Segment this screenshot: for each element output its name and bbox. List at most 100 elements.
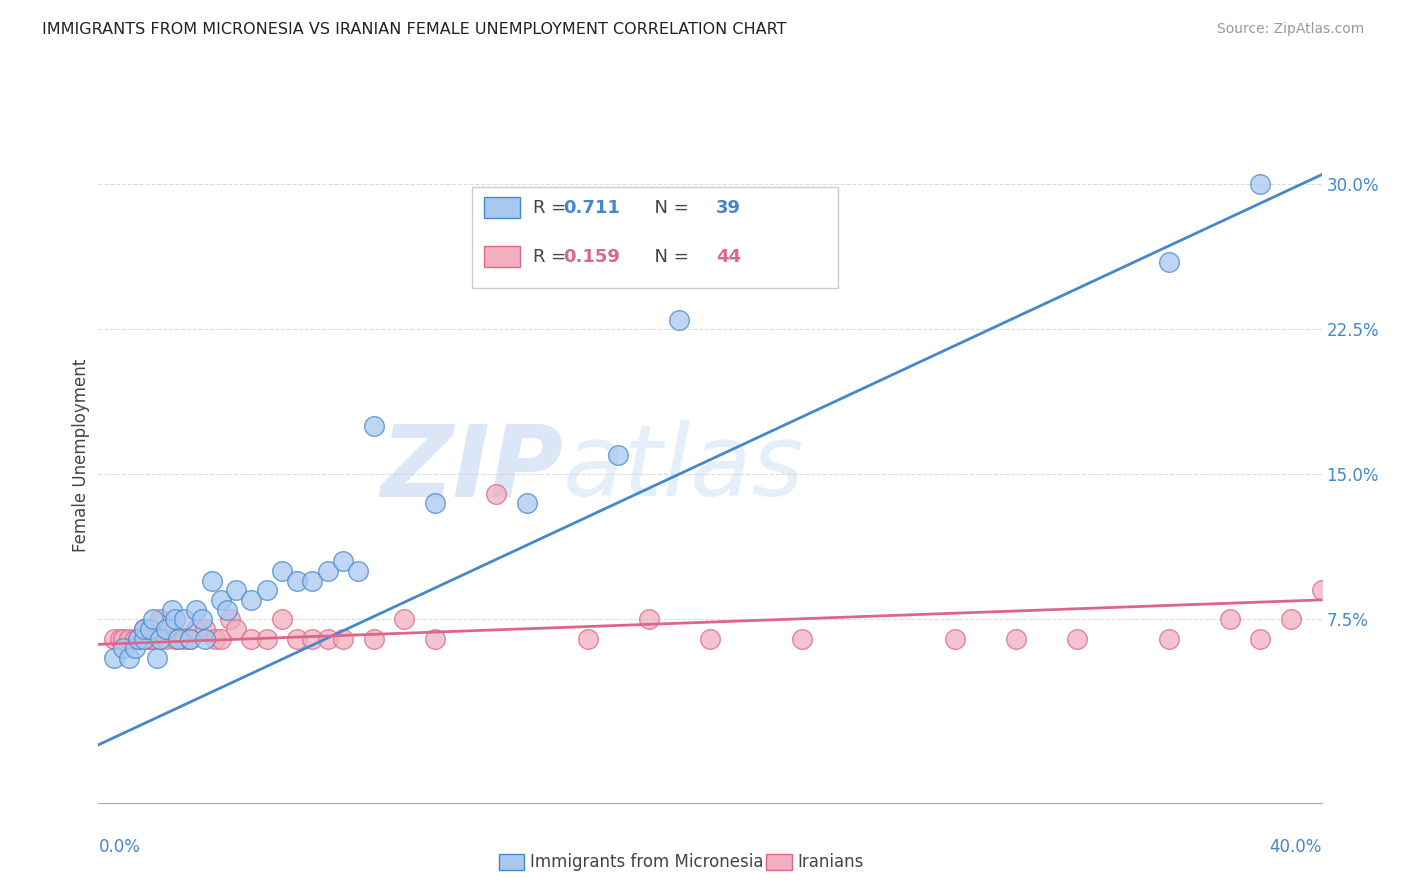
Point xyxy=(142,632,165,646)
Point xyxy=(111,632,134,646)
Point xyxy=(145,651,167,665)
Point xyxy=(1066,632,1088,646)
Point xyxy=(576,632,599,646)
Point xyxy=(108,632,131,646)
Point xyxy=(215,602,238,616)
Point xyxy=(200,574,222,588)
Text: R =: R = xyxy=(533,248,572,266)
Point xyxy=(240,592,263,607)
Text: 0.711: 0.711 xyxy=(564,199,620,217)
Point xyxy=(1004,632,1026,646)
Point xyxy=(142,612,165,626)
Point xyxy=(225,583,247,598)
Point xyxy=(270,612,292,626)
Point xyxy=(637,612,661,626)
Point xyxy=(363,632,385,646)
Point xyxy=(699,632,721,646)
Point xyxy=(607,448,630,462)
Point xyxy=(485,486,508,500)
Point xyxy=(124,632,146,646)
Point xyxy=(316,564,339,578)
Point xyxy=(103,651,125,665)
Text: atlas: atlas xyxy=(564,420,804,517)
Point xyxy=(173,612,195,626)
Point xyxy=(363,419,385,434)
Point xyxy=(516,496,538,510)
Text: IMMIGRANTS FROM MICRONESIA VS IRANIAN FEMALE UNEMPLOYMENT CORRELATION CHART: IMMIGRANTS FROM MICRONESIA VS IRANIAN FE… xyxy=(42,22,787,37)
Point xyxy=(139,632,162,646)
Point xyxy=(160,602,183,616)
Point xyxy=(139,622,162,636)
Point xyxy=(124,641,146,656)
Text: 39: 39 xyxy=(716,199,741,217)
Text: N =: N = xyxy=(643,199,695,217)
Point xyxy=(155,622,177,636)
Point xyxy=(191,612,214,626)
Point xyxy=(316,632,339,646)
Text: Iranians: Iranians xyxy=(797,853,863,871)
Point xyxy=(163,612,186,626)
Point xyxy=(301,574,323,588)
Text: ZIP: ZIP xyxy=(380,420,564,517)
Point xyxy=(332,632,354,646)
Point xyxy=(347,564,370,578)
Point xyxy=(134,632,156,646)
Point xyxy=(155,632,177,646)
Point xyxy=(1219,612,1241,626)
Text: 0.159: 0.159 xyxy=(564,248,620,266)
Point xyxy=(209,592,232,607)
Y-axis label: Female Unemployment: Female Unemployment xyxy=(72,359,90,551)
Point xyxy=(301,632,323,646)
Point xyxy=(194,632,217,646)
Point xyxy=(285,574,308,588)
Point xyxy=(186,622,208,636)
Text: R =: R = xyxy=(533,199,572,217)
Point xyxy=(943,632,966,646)
Point xyxy=(167,632,190,646)
Point xyxy=(118,651,141,665)
Point xyxy=(179,632,201,646)
Point xyxy=(1279,612,1302,626)
Point xyxy=(127,632,149,646)
Point xyxy=(149,632,172,646)
Point xyxy=(103,632,125,646)
Point xyxy=(219,612,242,626)
Point xyxy=(392,612,416,626)
Point xyxy=(285,632,308,646)
Point xyxy=(256,632,278,646)
Point xyxy=(1249,178,1271,192)
Point xyxy=(668,312,690,326)
Point xyxy=(149,612,172,626)
Point xyxy=(194,622,217,636)
Point xyxy=(204,632,226,646)
Point xyxy=(1249,632,1271,646)
Point xyxy=(163,632,186,646)
Point xyxy=(173,632,195,646)
Point xyxy=(111,641,134,656)
Point xyxy=(134,622,156,636)
Point xyxy=(423,496,446,510)
Point xyxy=(1157,632,1180,646)
Text: Source: ZipAtlas.com: Source: ZipAtlas.com xyxy=(1216,22,1364,37)
Point xyxy=(1310,583,1333,598)
Point xyxy=(240,632,263,646)
Point xyxy=(256,583,278,598)
Text: 44: 44 xyxy=(716,248,741,266)
Point xyxy=(270,564,292,578)
Point xyxy=(134,622,156,636)
Point xyxy=(1157,254,1180,268)
Point xyxy=(136,632,159,646)
Text: 0.0%: 0.0% xyxy=(98,838,141,855)
Point xyxy=(118,632,141,646)
Text: Immigrants from Micronesia: Immigrants from Micronesia xyxy=(530,853,763,871)
Point xyxy=(209,632,232,646)
Point xyxy=(186,602,208,616)
Point xyxy=(127,632,149,646)
Point xyxy=(790,632,813,646)
Point xyxy=(179,632,201,646)
Point xyxy=(225,622,247,636)
Point xyxy=(332,554,354,568)
Point xyxy=(423,632,446,646)
Text: 40.0%: 40.0% xyxy=(1270,838,1322,855)
Text: N =: N = xyxy=(643,248,695,266)
